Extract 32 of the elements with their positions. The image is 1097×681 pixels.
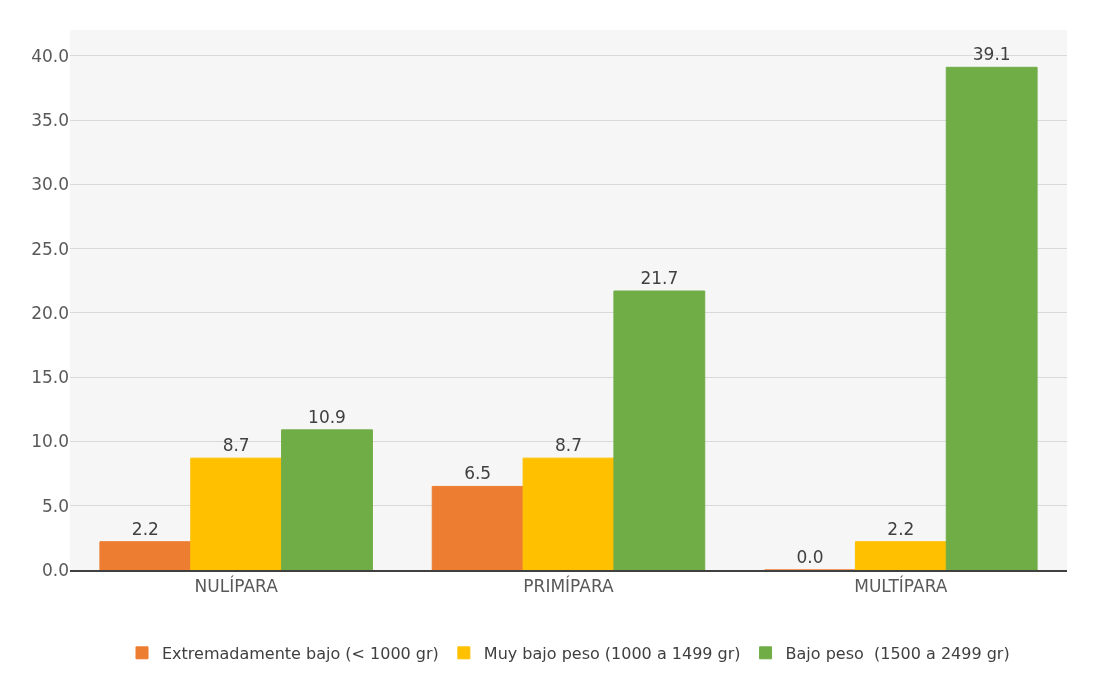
y-tick-label: 20.0 (31, 302, 69, 323)
data-label: 6.5 (464, 463, 492, 484)
bar (281, 429, 373, 570)
y-tick-label: 0.0 (41, 559, 69, 580)
y-tick-label: 10.0 (31, 431, 69, 452)
data-label: 10.9 (308, 406, 346, 427)
data-label: 8.7 (222, 435, 250, 456)
bar (431, 485, 524, 570)
data-label: 39.1 (972, 44, 1011, 65)
legend-label: Muy bajo peso (1000 a 1499 gr) (483, 644, 741, 664)
data-label: 8.7 (554, 435, 583, 456)
y-tick-label: 5.0 (41, 495, 69, 516)
legend-label: Bajo peso (1500 a 2499 gr) (785, 644, 1010, 664)
bar (945, 66, 1038, 570)
data-label: 2.2 (887, 518, 915, 539)
y-tick-label: 30.0 (31, 174, 69, 195)
legend-label: Extremadamente bajo (< 1000 gr) (162, 644, 439, 664)
data-label: 2.2 (131, 518, 159, 539)
x-tick-label: NULÍPARA (194, 575, 279, 597)
bar (99, 541, 192, 570)
x-tick-label: PRIMÍPARA (523, 575, 615, 597)
bar (613, 290, 706, 570)
data-label: 0.0 (796, 547, 824, 567)
y-tick-label: 35.0 (31, 109, 69, 130)
bar (190, 457, 283, 570)
bar (522, 457, 615, 570)
y-tick-label: 25.0 (31, 238, 69, 259)
y-tick-label: 40.0 (31, 45, 69, 66)
data-label: 21.7 (640, 268, 679, 288)
bar (854, 541, 947, 570)
y-tick-label: 15.0 (31, 367, 69, 388)
x-tick-label: MULTÍPARA (854, 575, 948, 597)
